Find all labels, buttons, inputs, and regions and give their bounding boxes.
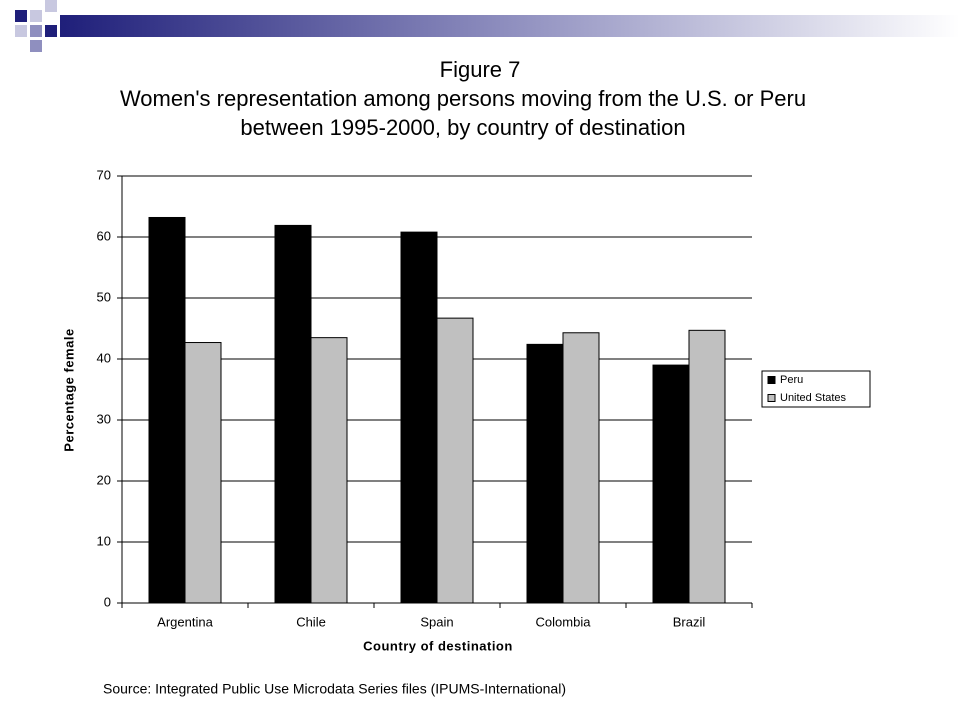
legend-swatch: [767, 376, 776, 384]
x-tick-label: Chile: [296, 614, 326, 629]
y-tick-label: 10: [97, 533, 111, 548]
slide-decoration: [15, 0, 960, 52]
y-axis-label: Percentage female: [61, 328, 76, 451]
y-tick-label: 30: [97, 411, 111, 426]
y-tick-label: 60: [97, 228, 111, 243]
x-tick-label: Colombia: [536, 614, 592, 629]
x-axis-label: Country of destination: [363, 638, 513, 653]
x-tick-label: Argentina: [157, 614, 213, 629]
legend-label: United States: [780, 392, 847, 404]
y-tick-label: 70: [97, 167, 111, 182]
chart-subtitle: Women's representation among persons mov…: [120, 86, 806, 111]
legend-label: Peru: [780, 374, 803, 386]
x-tick-label: Brazil: [673, 614, 706, 629]
chart-title: Figure 7: [440, 57, 521, 82]
bar: [274, 224, 312, 604]
source-note: Source: Integrated Public Use Microdata …: [103, 681, 566, 697]
bar: [688, 329, 726, 604]
chart-subtitle: between 1995-2000, by country of destina…: [240, 115, 685, 140]
legend-swatch: [767, 394, 776, 402]
bar: [400, 231, 438, 604]
bar: [526, 343, 564, 604]
y-tick-label: 0: [104, 594, 111, 609]
y-tick-label: 50: [97, 289, 111, 304]
bar: [562, 332, 600, 604]
legend: Peru United States: [761, 370, 871, 408]
y-tick-label: 20: [97, 472, 111, 487]
bar: [184, 342, 222, 604]
x-tick-label: Spain: [420, 614, 453, 629]
bar: [148, 216, 186, 604]
bar: [436, 317, 474, 604]
bar: [652, 364, 690, 604]
y-tick-label: 40: [97, 350, 111, 365]
bar: [310, 337, 348, 604]
